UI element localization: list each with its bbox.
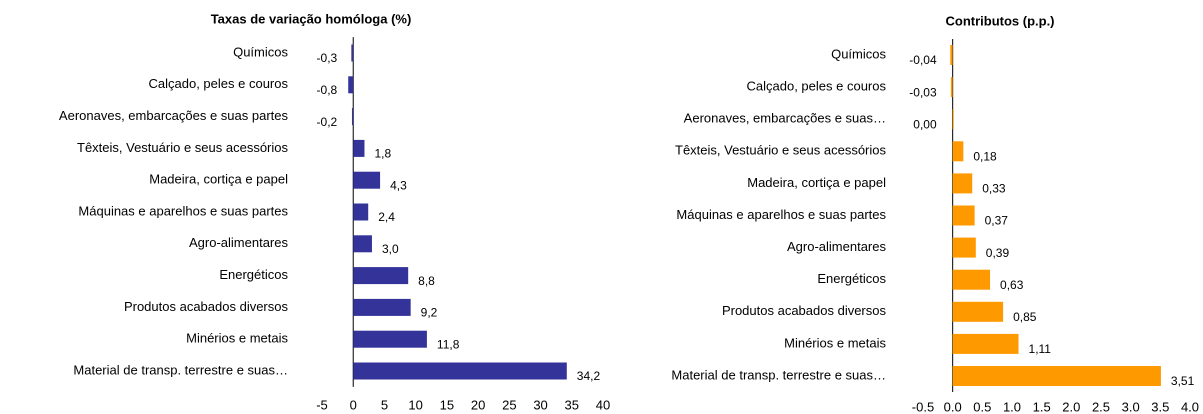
category-label: Madeira, cortiça e papel (747, 175, 886, 190)
x-tick-label: 30 (533, 397, 547, 412)
category-label: Têxteis, Vestuário e seus acessórios (77, 140, 288, 155)
bar (952, 237, 976, 258)
bar (351, 108, 354, 126)
bar (952, 333, 1019, 354)
x-tick-label: -5 (316, 397, 328, 412)
value-label: 0,37 (985, 214, 1009, 228)
bar (952, 109, 954, 130)
x-tick-label: 5 (381, 397, 388, 412)
bar (952, 173, 973, 194)
value-label: 0,33 (982, 182, 1006, 196)
chart-title: Contributos (p.p.) (945, 13, 1054, 28)
bar (952, 141, 964, 162)
x-tick-label: 1.0 (1003, 399, 1021, 414)
value-label: 1,8 (374, 147, 391, 161)
x-tick-label: 3.5 (1151, 399, 1169, 414)
value-label: 1,11 (1029, 342, 1052, 356)
value-label: 3,51 (1171, 374, 1195, 388)
x-tick-label: 15 (440, 397, 454, 412)
value-label: 0,00 (913, 117, 937, 131)
category-label: Produtos acabados diversos (722, 303, 887, 318)
x-tick-label: 0.5 (973, 399, 991, 414)
value-label: -0,3 (317, 51, 338, 65)
bar (952, 366, 1161, 386)
value-label: -0,2 (317, 115, 338, 129)
x-tick-label: 10 (408, 397, 422, 412)
value-label: 0,85 (1013, 310, 1037, 324)
chart-title: Taxas de variação homóloga (%) (211, 11, 412, 26)
category-label: Madeira, cortiça e papel (149, 172, 288, 187)
bar (351, 44, 354, 62)
category-label: Aeronaves, embarcações e suas partes (59, 108, 289, 123)
bar (950, 45, 953, 65)
bar (952, 205, 975, 226)
bar (353, 139, 365, 157)
value-label: 0,18 (973, 149, 997, 163)
category-label: Calçado, peles e couros (747, 79, 887, 94)
value-label: 2,4 (378, 210, 395, 224)
x-tick-label: 25 (502, 397, 516, 412)
category-label: Energéticos (817, 271, 886, 286)
x-tick-label: 20 (471, 397, 485, 412)
category-label: Químicos (233, 44, 288, 59)
category-label: Agro-alimentares (787, 239, 886, 254)
bar (952, 269, 991, 290)
category-label: Energéticos (219, 267, 288, 282)
bar (353, 298, 411, 316)
value-label: 11,8 (437, 337, 460, 351)
bar (353, 267, 409, 285)
x-tick-label: 4.0 (1181, 399, 1199, 414)
bar (348, 76, 354, 94)
value-label: 3,0 (382, 242, 399, 256)
x-tick-label: 35 (565, 397, 579, 412)
bar (950, 77, 953, 98)
value-label: 4,3 (390, 178, 407, 192)
value-label: 34,2 (577, 369, 601, 383)
value-label: 8,8 (418, 274, 435, 288)
value-label: -0,04 (909, 53, 937, 67)
category-label: Produtos acabados diversos (124, 299, 289, 314)
bar (952, 301, 1004, 322)
x-tick-label: 2.0 (1062, 399, 1080, 414)
category-label: Calçado, peles e couros (149, 76, 289, 91)
x-tick-label: 0 (350, 397, 357, 412)
bar (353, 362, 567, 380)
category-label: Aeronaves, embarcações e suas… (684, 111, 886, 126)
category-label: Máquinas e aparelhos e suas partes (78, 203, 288, 218)
value-label: 0,39 (986, 246, 1010, 260)
category-label: Minérios e metais (784, 335, 886, 350)
category-label: Material de transp. terrestre e suas… (73, 362, 288, 377)
value-label: -0,8 (317, 83, 338, 97)
x-tick-label: 1.5 (1033, 399, 1051, 414)
bar (353, 235, 372, 253)
category-label: Minérios e metais (186, 331, 288, 346)
category-label: Químicos (831, 46, 886, 61)
category-label: Máquinas e aparelhos e suas partes (676, 207, 886, 222)
value-label: 9,2 (421, 306, 438, 320)
category-label: Agro-alimentares (189, 235, 288, 250)
bar (353, 171, 381, 189)
x-tick-label: 3.0 (1122, 399, 1140, 414)
bar (353, 330, 427, 348)
value-label: -0,03 (909, 85, 937, 99)
x-tick-label: 0.0 (944, 399, 962, 414)
value-label: 0,63 (1000, 278, 1024, 292)
category-label: Material de transp. terrestre e suas… (671, 367, 886, 382)
bar (353, 203, 369, 221)
x-tick-label: -0.5 (912, 399, 934, 414)
x-tick-label: 40 (596, 397, 610, 412)
category-label: Têxteis, Vestuário e seus acessórios (675, 143, 886, 158)
x-tick-label: 2.5 (1092, 399, 1110, 414)
